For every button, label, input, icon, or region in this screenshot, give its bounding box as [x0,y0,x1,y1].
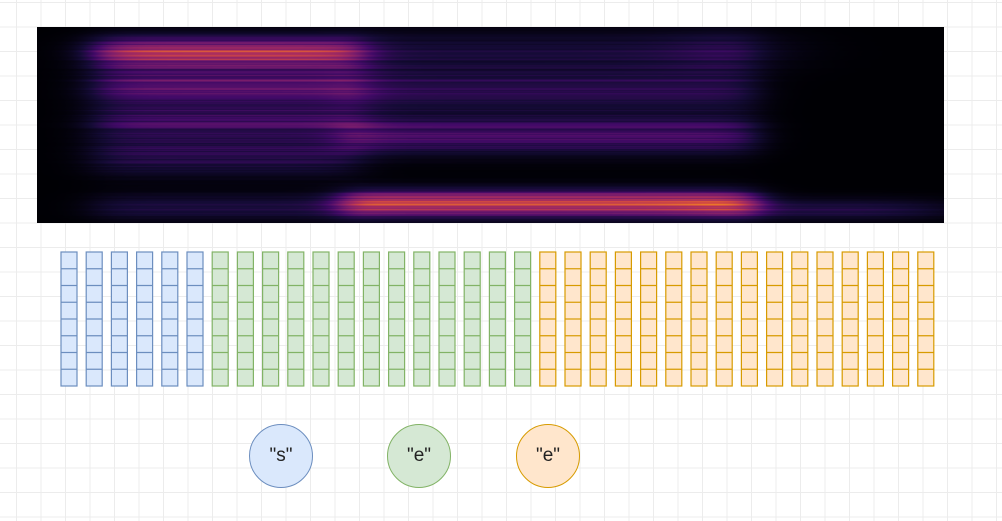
frame-column-green [262,251,280,387]
frame-column-orange [564,251,582,387]
frame-column-orange [740,251,759,387]
frame-column-green [388,251,406,387]
frame-column-blue [161,251,179,387]
frame-column-orange [841,251,859,387]
frame-column-blue [110,251,129,387]
frame-column-orange [791,251,809,387]
frame-column-orange [539,251,557,387]
token-circle-e-2: "e" [516,424,580,488]
spectrogram-image [37,27,944,223]
frame-column-orange [614,251,633,387]
frame-column-green [337,251,355,387]
frame-column-orange [665,251,683,387]
frame-column-orange [866,251,885,387]
frame-column-green [362,251,380,387]
frame-column-orange [589,251,607,387]
frame-column-green [413,251,431,387]
token-label: "s" [269,445,293,466]
frame-column-green [312,251,330,387]
frame-column-green [287,251,305,387]
token-circle-s: "s" [249,424,313,488]
token-label: "e" [406,445,432,466]
frame-column-blue [136,251,154,387]
frame-column-blue [60,251,78,387]
frame-column-green [463,251,481,387]
frame-column-orange [891,251,910,387]
frame-column-orange [917,251,935,387]
token-label: "e" [535,445,561,466]
frame-column-orange [765,251,784,387]
frame-column-green [438,251,456,387]
frame-column-orange [816,251,834,387]
frame-column-green [513,251,532,387]
frame-column-orange [639,251,658,387]
frame-column-blue [186,251,204,387]
frame-column-orange [715,251,733,387]
frame-column-orange [690,251,708,387]
frame-column-green [488,251,506,387]
frame-column-green [236,251,254,387]
frame-column-blue [85,251,103,387]
token-circle-e-1: "e" [387,424,451,488]
frame-column-green [211,251,229,387]
